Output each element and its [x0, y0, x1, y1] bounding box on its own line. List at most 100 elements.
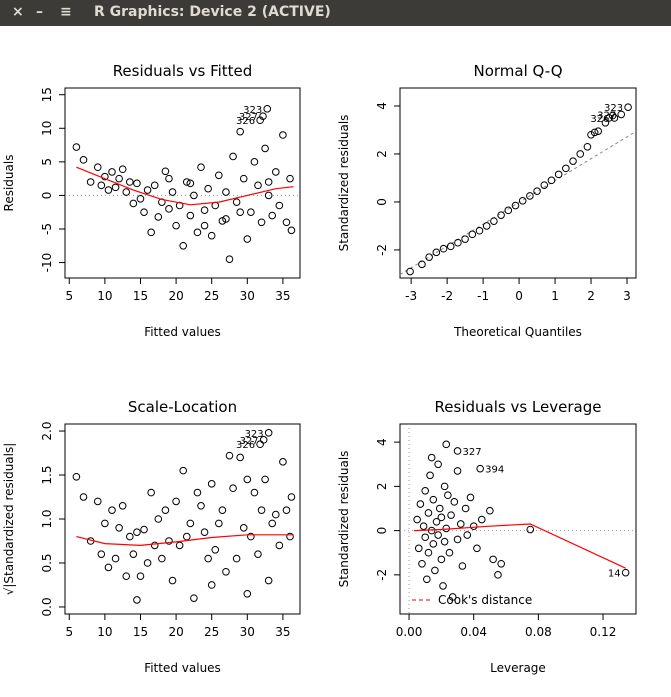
point-label: 326 [236, 440, 255, 451]
x-axis-label: Leverage [490, 661, 546, 675]
point [446, 242, 455, 251]
point [431, 566, 439, 575]
point [416, 500, 425, 508]
point [204, 554, 212, 563]
point [86, 178, 95, 186]
point [256, 116, 264, 125]
close-button[interactable]: × [12, 4, 24, 20]
x-tick-label: 30 [240, 289, 255, 303]
y-tick-label: 5 [40, 158, 54, 166]
x-tick-label: 0.04 [460, 625, 487, 639]
point [108, 506, 116, 515]
point [435, 504, 444, 513]
x-axis-label: Theoretical Quantiles [453, 325, 582, 339]
point [442, 524, 451, 533]
point [434, 460, 442, 469]
y-tick-label: -2 [375, 569, 389, 581]
point [477, 515, 486, 524]
point [154, 213, 163, 221]
point [482, 222, 491, 230]
y-tick-label: -5 [40, 223, 54, 235]
point [197, 163, 205, 172]
point [518, 196, 527, 205]
point [590, 128, 599, 137]
point [250, 488, 259, 497]
window-title: R Graphics: Device 2 (ACTIVE) [94, 4, 331, 20]
point [239, 174, 248, 183]
point [442, 440, 451, 449]
x-tick-label: 5 [65, 625, 73, 639]
point [419, 522, 428, 530]
x-tick-label: 2 [587, 289, 595, 303]
point [497, 559, 505, 568]
point [461, 504, 470, 513]
point [200, 206, 209, 214]
chart-title: Scale-Location [128, 398, 237, 416]
point [264, 576, 273, 585]
point [447, 511, 455, 519]
point [424, 509, 433, 517]
point [421, 533, 430, 542]
point [122, 572, 131, 580]
point [197, 502, 205, 510]
x-tick-label: 3 [623, 289, 631, 303]
point [136, 572, 145, 580]
point [150, 181, 159, 190]
point [463, 531, 472, 539]
x-tick-label: 35 [275, 625, 290, 639]
point [182, 532, 191, 541]
x-tick-label: 20 [168, 289, 183, 303]
point [115, 523, 123, 532]
y-axis-label: Residuals [2, 155, 16, 212]
point [424, 548, 433, 557]
point [257, 218, 266, 227]
point-label: 323 [245, 429, 264, 440]
point [129, 550, 138, 558]
point [569, 157, 577, 165]
point [533, 187, 541, 195]
point [490, 217, 498, 225]
point [175, 201, 184, 210]
point [437, 513, 446, 522]
menu-button[interactable]: ≡ [60, 4, 72, 20]
point [232, 198, 241, 206]
point [526, 525, 535, 534]
point [279, 458, 287, 466]
point [264, 178, 273, 186]
x-tick-label: 25 [204, 625, 219, 639]
point [429, 495, 438, 504]
y-tick-label: 1.5 [40, 465, 54, 484]
x-tick-label: 30 [240, 625, 255, 639]
point [118, 502, 127, 510]
point [165, 205, 173, 213]
point [150, 541, 159, 550]
point [263, 105, 272, 113]
point [225, 255, 234, 264]
point-label: 327 [239, 112, 258, 123]
point [511, 201, 520, 210]
point [414, 544, 423, 553]
point [161, 506, 170, 515]
point [282, 218, 291, 227]
point [426, 471, 434, 480]
y-tick-label: 2 [375, 483, 389, 491]
point [186, 179, 195, 188]
point [143, 186, 152, 194]
point [271, 168, 280, 176]
point [93, 497, 102, 506]
point [271, 510, 280, 519]
point [215, 171, 223, 180]
point [259, 436, 268, 444]
point [418, 260, 426, 269]
point [413, 515, 421, 524]
point [526, 192, 534, 200]
point [222, 215, 230, 223]
point [72, 143, 81, 151]
point [168, 188, 177, 196]
point [147, 228, 155, 237]
chart-title: Normal Q-Q [473, 62, 562, 80]
minimize-button[interactable]: – [36, 4, 43, 20]
point [432, 248, 441, 257]
y-axis-label: √|Standardized residuals| [2, 443, 16, 596]
